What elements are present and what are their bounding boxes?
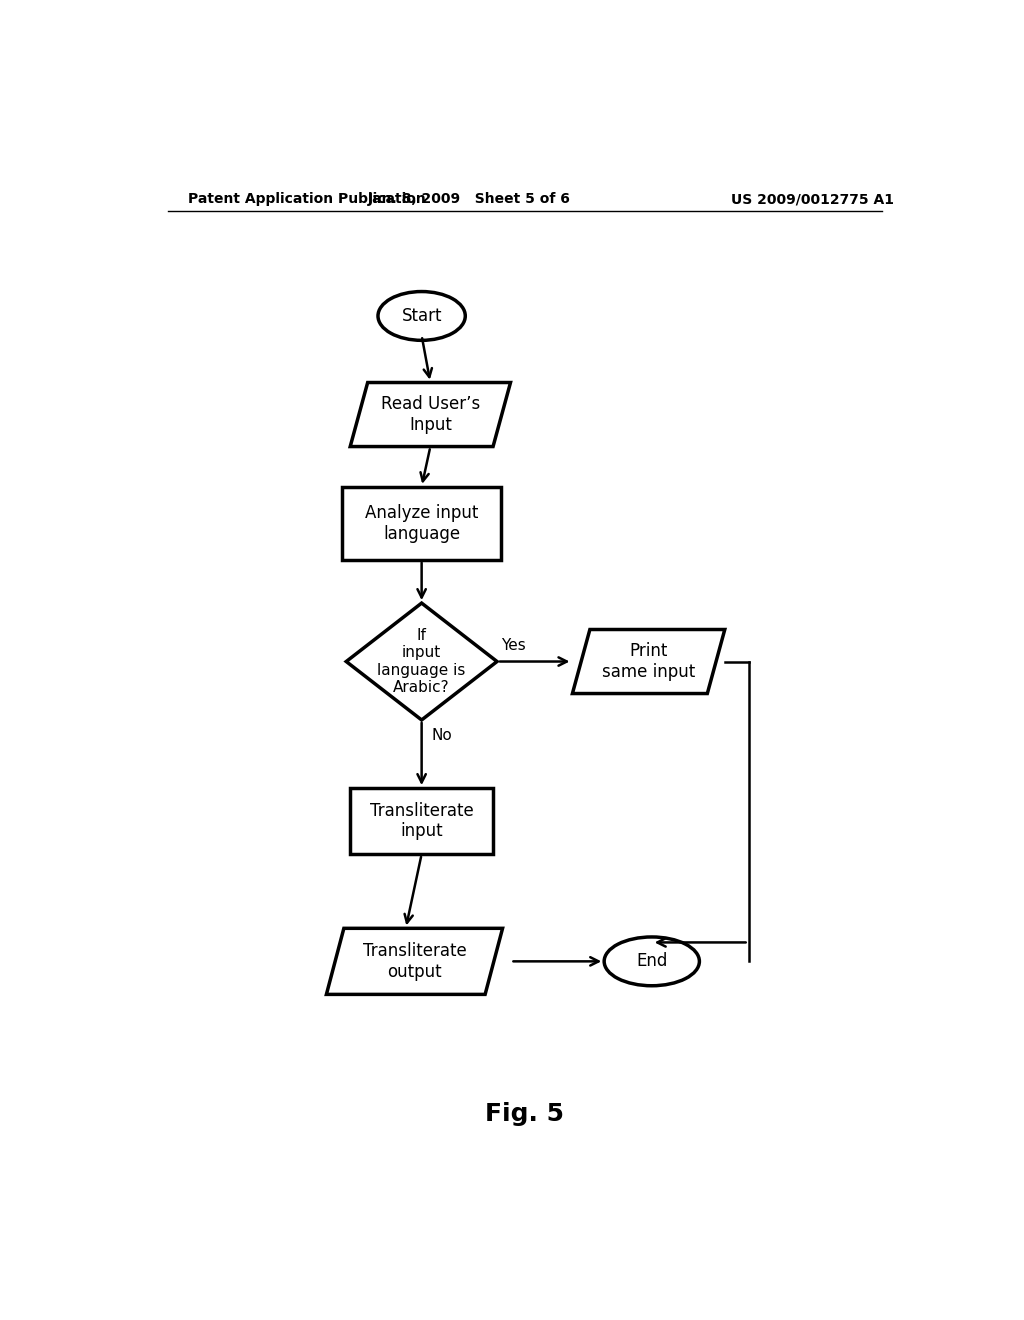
Text: Transliterate
output: Transliterate output: [362, 942, 466, 981]
Text: Jan. 8, 2009   Sheet 5 of 6: Jan. 8, 2009 Sheet 5 of 6: [368, 191, 570, 206]
Ellipse shape: [378, 292, 465, 341]
Polygon shape: [327, 928, 503, 994]
Text: Fig. 5: Fig. 5: [485, 1102, 564, 1126]
Polygon shape: [350, 383, 511, 446]
FancyBboxPatch shape: [342, 487, 501, 560]
Polygon shape: [346, 603, 497, 719]
Text: If
input
language is
Arabic?: If input language is Arabic?: [378, 628, 466, 696]
Text: Transliterate
input: Transliterate input: [370, 801, 473, 841]
Text: Start: Start: [401, 308, 442, 325]
Text: US 2009/0012775 A1: US 2009/0012775 A1: [731, 191, 894, 206]
Polygon shape: [572, 630, 725, 693]
FancyBboxPatch shape: [350, 788, 494, 854]
Text: Yes: Yes: [501, 639, 525, 653]
Text: End: End: [636, 952, 668, 970]
Text: Analyze input
language: Analyze input language: [365, 504, 478, 543]
Text: Read User’s
Input: Read User’s Input: [381, 395, 480, 434]
Text: No: No: [431, 729, 452, 743]
Ellipse shape: [604, 937, 699, 986]
Text: Patent Application Publication: Patent Application Publication: [187, 191, 425, 206]
Text: Print
same input: Print same input: [602, 642, 695, 681]
